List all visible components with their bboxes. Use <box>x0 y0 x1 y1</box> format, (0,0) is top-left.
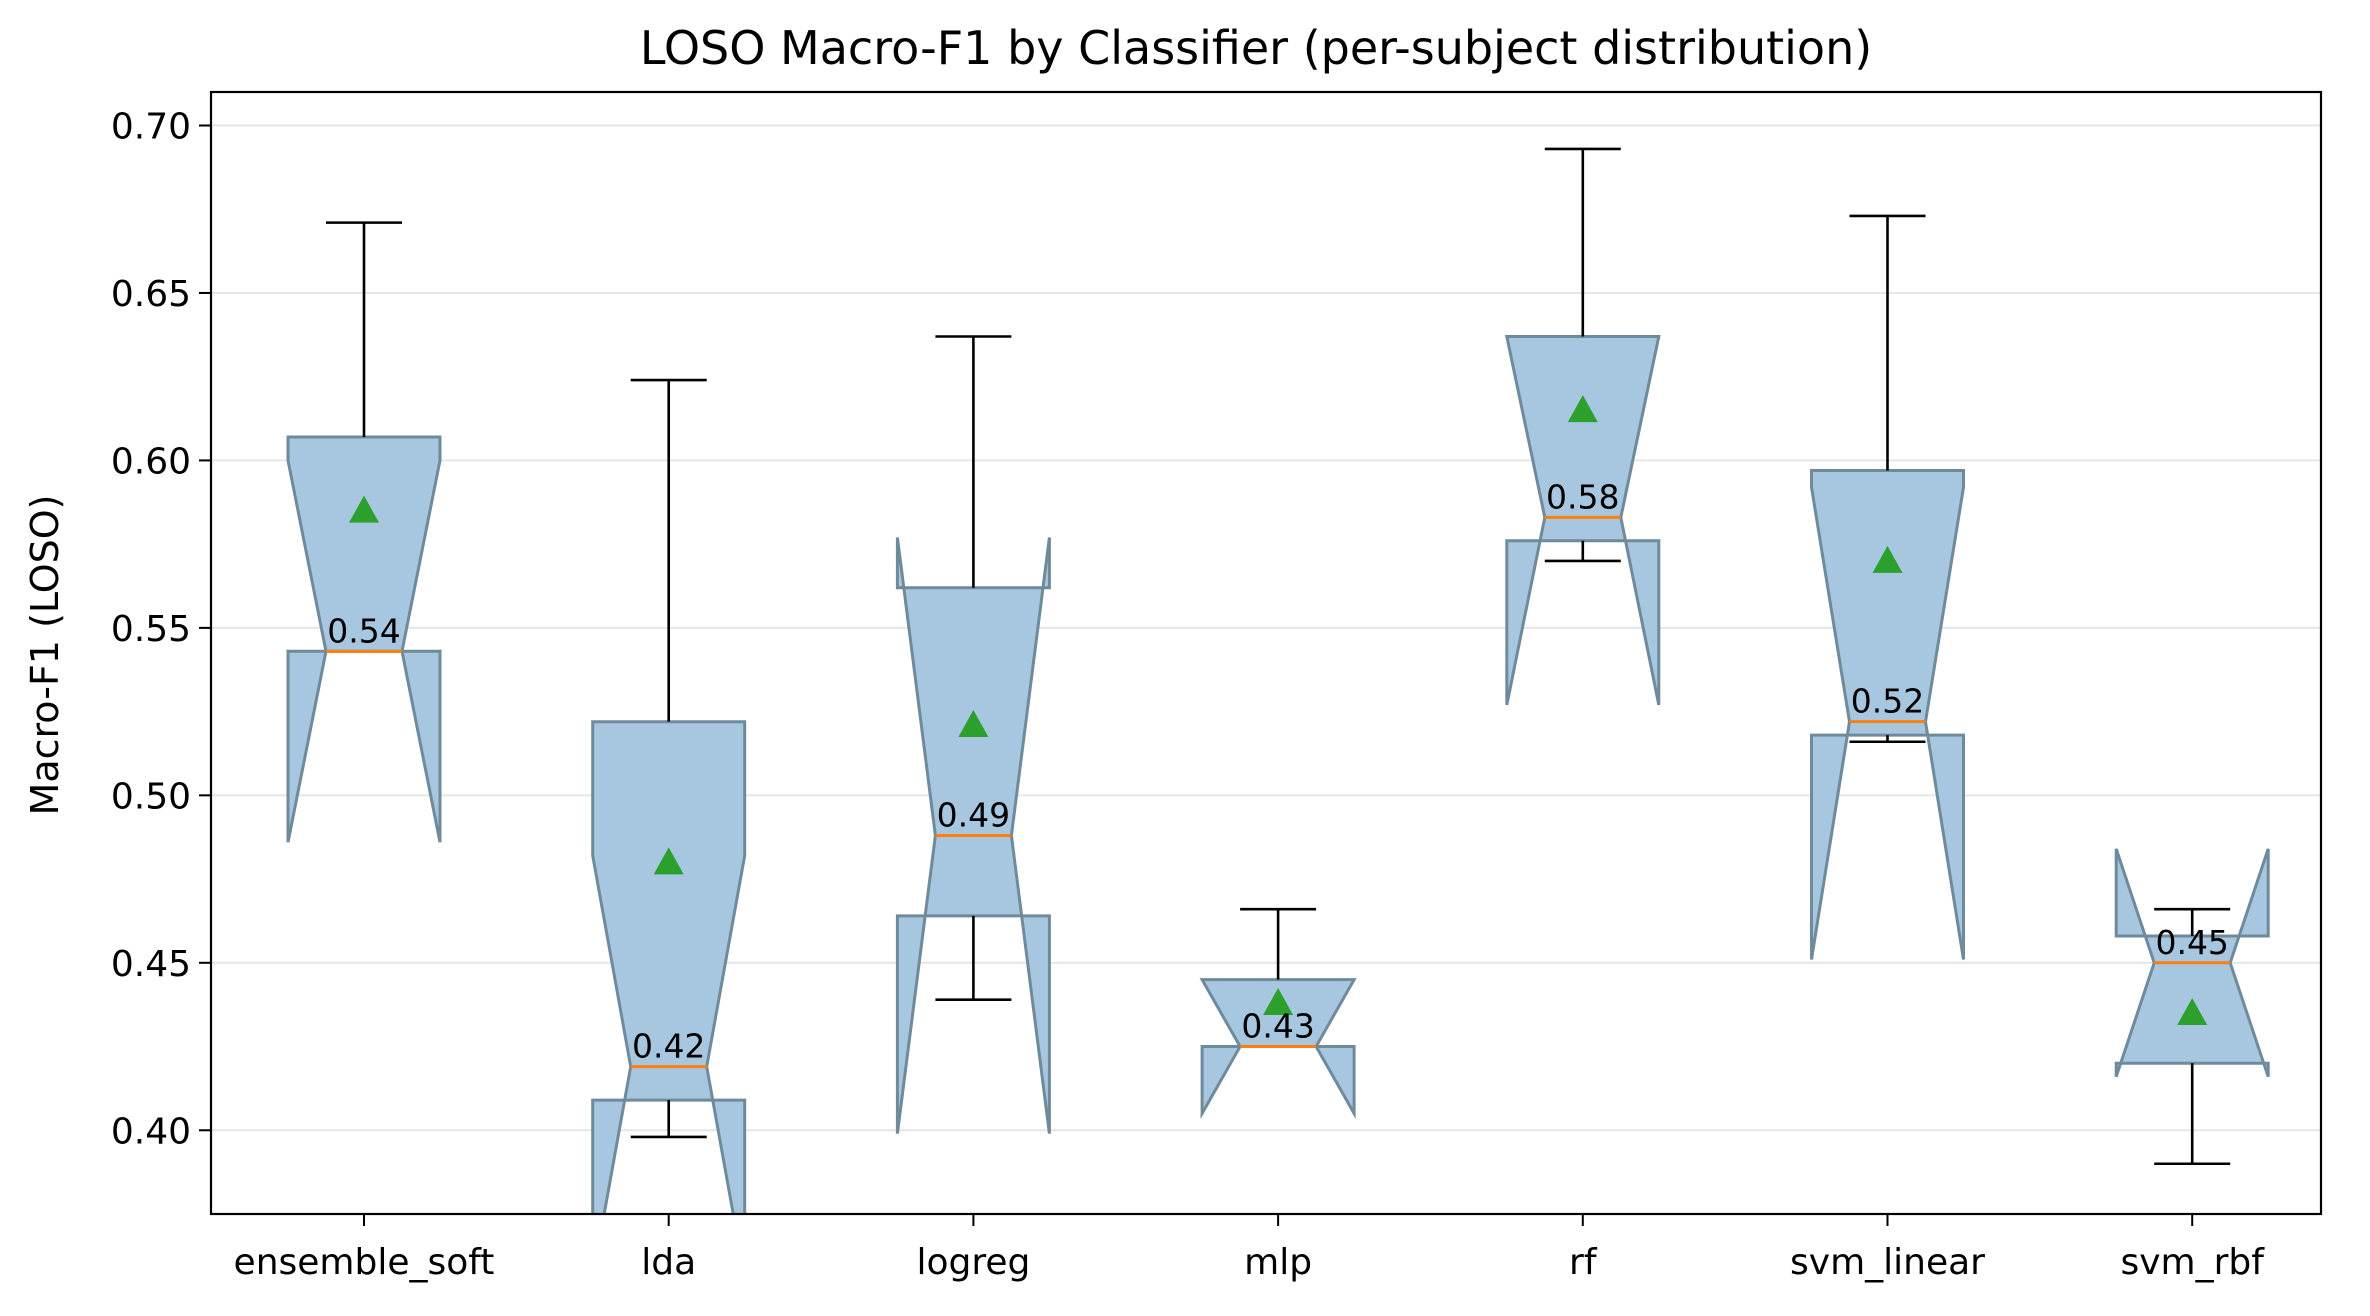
y-tick-label: 0.40 <box>111 1111 191 1152</box>
median-label: 0.43 <box>1241 1007 1314 1046</box>
plot-area: 0.54 0.42 0.49 0.43 0.58 0.52 0.45 <box>286 147 2270 1214</box>
x-tick-label: rf <box>1569 1242 1598 1283</box>
chart-title: LOSO Macro-F1 by Classifier (per-subject… <box>640 21 1872 75</box>
grid-lines <box>211 124 2321 1132</box>
x-tick-label: mlp <box>1244 1242 1312 1283</box>
median-label: 0.42 <box>632 1027 705 1066</box>
y-axis-label: Macro-F1 (LOSO) <box>23 495 67 816</box>
boxes-group <box>286 147 2270 1214</box>
x-tick-label: lda <box>641 1242 696 1283</box>
box-rf <box>1504 335 1661 706</box>
mean-marker <box>1263 987 1294 1015</box>
x-tick-label: ensemble_soft <box>234 1242 495 1283</box>
y-tick-label: 0.60 <box>111 441 191 482</box>
mean-marker <box>2177 998 2208 1026</box>
box-mlp <box>1199 978 1357 1120</box>
median-label: 0.45 <box>2155 923 2228 962</box>
x-tick-label: svm_linear <box>1790 1242 1985 1283</box>
median-label: 0.58 <box>1546 477 1619 516</box>
mean-marker <box>1567 395 1598 423</box>
median-label: 0.54 <box>327 611 400 650</box>
mean-marker <box>653 847 684 875</box>
box-svm_linear <box>1810 469 1965 960</box>
y-tick-label: 0.65 <box>111 274 191 315</box>
y-tick-label: 0.70 <box>111 106 191 147</box>
box-ensemble_soft <box>286 435 442 843</box>
median-label: 0.52 <box>1851 682 1924 721</box>
box-lda <box>591 720 747 1214</box>
x-tick-label: svm_rbf <box>2120 1242 2265 1283</box>
y-tick-label: 0.50 <box>111 776 191 817</box>
x-tick-label: logreg <box>916 1242 1030 1283</box>
axes: 0.40 0.45 0.50 0.55 0.60 0.65 0.70 ensemble_sof… <box>111 106 2265 1283</box>
mean-marker <box>349 495 379 523</box>
median-label: 0.49 <box>937 796 1010 835</box>
y-tick-label: 0.45 <box>111 944 191 985</box>
y-tick-label: 0.55 <box>111 609 191 650</box>
mean-marker <box>958 710 989 738</box>
mean-marker <box>1872 545 1903 573</box>
plot-frame <box>209 90 2323 1216</box>
